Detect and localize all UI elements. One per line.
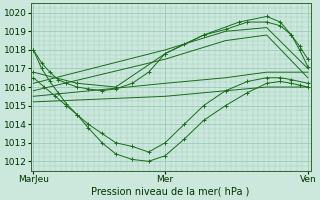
X-axis label: Pression niveau de la mer( hPa ): Pression niveau de la mer( hPa ) xyxy=(92,187,250,197)
